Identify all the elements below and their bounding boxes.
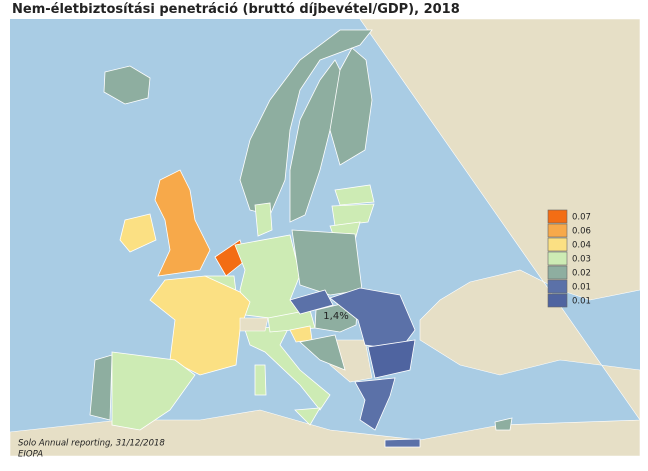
country — [291, 229, 363, 296]
country — [334, 184, 375, 206]
annotation: 1,4% — [323, 311, 348, 322]
country — [103, 65, 151, 105]
legend-swatch — [547, 279, 568, 294]
country — [331, 203, 375, 227]
country — [119, 213, 157, 253]
land — [239, 317, 269, 332]
legend-swatch — [547, 237, 568, 252]
legend-label: 0.01 — [572, 283, 591, 293]
legend-swatch — [547, 209, 568, 224]
legend: 0.07 0.06 0.04 0.03 0.02 0.01 0.01 — [547, 209, 591, 308]
legend-label: 0.07 — [572, 213, 591, 223]
source-text: Solo Annual reporting, 31/12/2018 — [18, 439, 165, 449]
country — [289, 289, 334, 315]
country — [294, 407, 321, 426]
source-text: EIOPA — [18, 450, 43, 460]
country — [354, 377, 396, 431]
country — [329, 47, 373, 166]
legend-label: 0.02 — [572, 269, 591, 279]
country — [111, 351, 196, 431]
country — [329, 287, 416, 351]
country — [254, 202, 273, 237]
country — [254, 364, 267, 396]
legend-label: 0.06 — [572, 227, 591, 237]
country — [149, 275, 251, 376]
country — [89, 354, 113, 421]
country — [239, 29, 373, 216]
legend-swatch — [547, 293, 568, 308]
legend-swatch — [547, 223, 568, 238]
legend-label: 0.04 — [572, 241, 591, 251]
country — [154, 169, 211, 277]
country — [367, 339, 416, 379]
legend-label: 0.03 — [572, 255, 591, 265]
legend-label: 0.01 — [572, 297, 591, 307]
country — [494, 417, 513, 431]
country — [299, 334, 346, 371]
country — [384, 438, 421, 448]
map-title: Nem-életbiztosítási penetráció (bruttó d… — [12, 2, 460, 17]
legend-swatch — [547, 265, 568, 280]
legend-swatch — [547, 251, 568, 266]
country — [244, 324, 331, 411]
